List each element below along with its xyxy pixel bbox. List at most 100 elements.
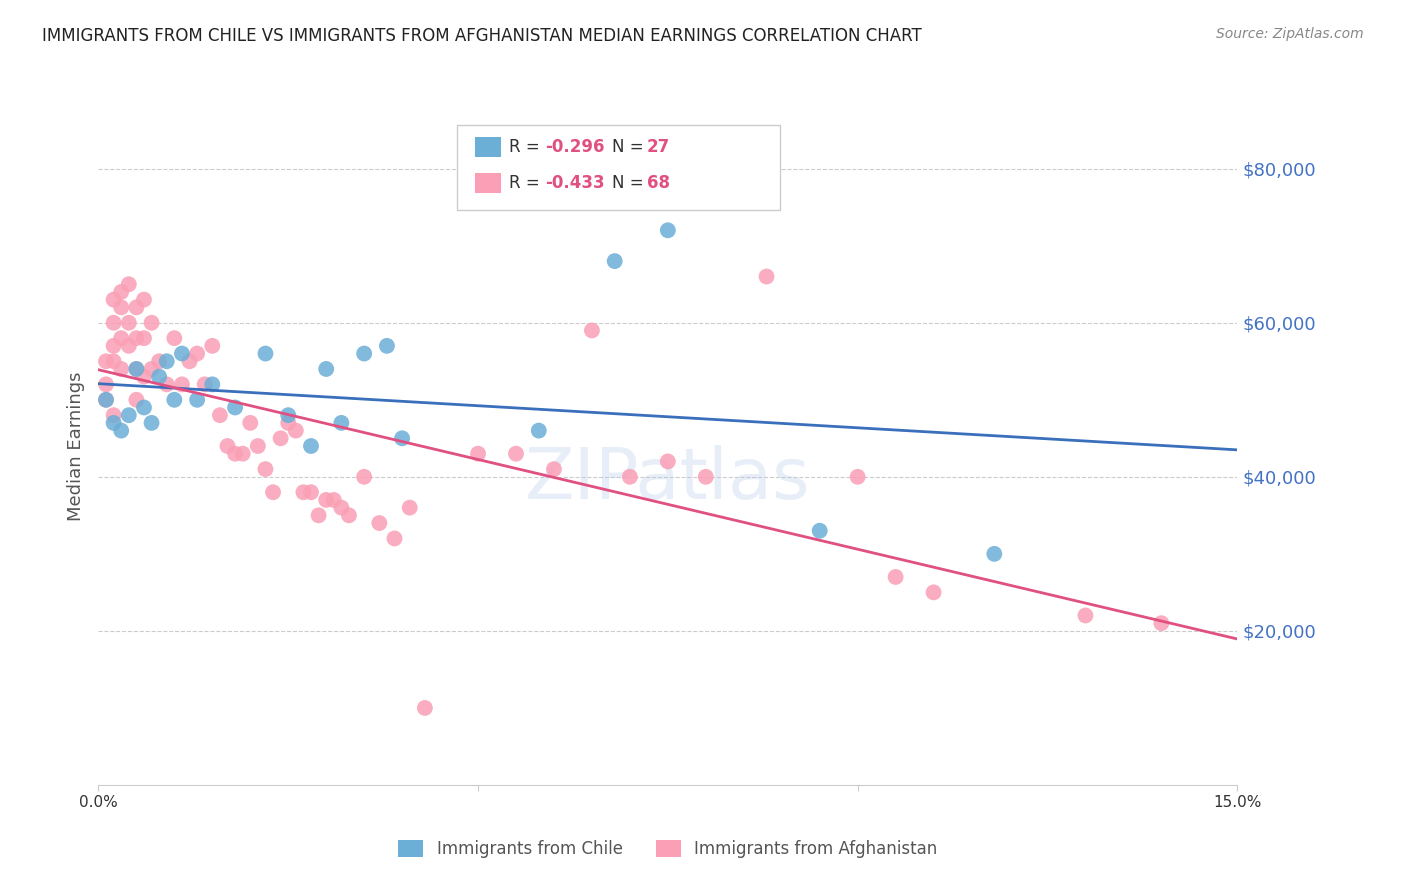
Point <box>201 339 224 353</box>
Point <box>208 408 231 422</box>
Point <box>505 447 527 461</box>
Point <box>254 462 277 476</box>
Text: -0.433: -0.433 <box>546 174 605 192</box>
Point <box>808 524 831 538</box>
Point <box>179 354 201 368</box>
Point <box>224 401 246 415</box>
Point <box>299 485 322 500</box>
Point <box>132 331 155 345</box>
Point <box>132 401 155 415</box>
Point <box>103 293 125 307</box>
Point <box>884 570 907 584</box>
Text: R =: R = <box>509 174 546 192</box>
Point <box>125 301 148 315</box>
Point <box>118 316 141 330</box>
Point <box>186 392 208 407</box>
Point <box>846 470 869 484</box>
Point <box>103 416 125 430</box>
Point <box>277 408 299 422</box>
Text: R =: R = <box>509 138 546 156</box>
Point <box>94 392 117 407</box>
Point <box>148 354 170 368</box>
Point <box>353 346 375 360</box>
Point <box>141 416 163 430</box>
Point <box>125 392 148 407</box>
Point <box>467 447 489 461</box>
Point <box>125 362 148 376</box>
Point <box>413 701 436 715</box>
Point <box>755 269 778 284</box>
Point <box>110 301 132 315</box>
Point <box>194 377 217 392</box>
Point <box>527 424 550 438</box>
Y-axis label: Median Earnings: Median Earnings <box>66 371 84 521</box>
Point <box>337 508 360 523</box>
Point <box>125 331 148 345</box>
Point <box>239 416 262 430</box>
Point <box>141 316 163 330</box>
Point <box>132 293 155 307</box>
Point <box>118 339 141 353</box>
Text: 68: 68 <box>647 174 669 192</box>
Point <box>657 223 679 237</box>
Point <box>224 447 246 461</box>
Point <box>375 339 398 353</box>
Point <box>315 362 337 376</box>
Point <box>170 346 193 360</box>
Point <box>163 392 186 407</box>
Point <box>270 431 292 445</box>
Point <box>398 500 420 515</box>
Point <box>201 377 224 392</box>
Point <box>330 416 353 430</box>
Point <box>103 354 125 368</box>
Point <box>125 362 148 376</box>
Point <box>619 470 641 484</box>
Point <box>1074 608 1097 623</box>
Point <box>246 439 269 453</box>
Point <box>94 377 117 392</box>
Point <box>163 331 186 345</box>
Point <box>1150 616 1173 631</box>
Text: N =: N = <box>612 138 648 156</box>
Point <box>695 470 717 484</box>
Point <box>103 339 125 353</box>
Text: Source: ZipAtlas.com: Source: ZipAtlas.com <box>1216 27 1364 41</box>
Point <box>110 285 132 299</box>
Point <box>657 454 679 468</box>
Point <box>983 547 1005 561</box>
Point <box>581 323 603 337</box>
Point <box>141 362 163 376</box>
Point <box>391 431 413 445</box>
Point <box>232 447 254 461</box>
Point <box>110 362 132 376</box>
Point <box>262 485 284 500</box>
Legend: Immigrants from Chile, Immigrants from Afghanistan: Immigrants from Chile, Immigrants from A… <box>391 833 945 864</box>
Point <box>322 492 344 507</box>
Point <box>922 585 945 599</box>
Point <box>543 462 565 476</box>
Point <box>299 439 322 453</box>
Point <box>603 254 626 268</box>
Point <box>384 532 406 546</box>
Text: -0.296: -0.296 <box>546 138 605 156</box>
Point <box>132 369 155 384</box>
Point <box>170 377 193 392</box>
Point <box>353 470 375 484</box>
Point <box>156 377 179 392</box>
Point <box>308 508 330 523</box>
Point <box>103 408 125 422</box>
Point <box>254 346 277 360</box>
Point <box>148 369 170 384</box>
Point <box>110 331 132 345</box>
Point <box>330 500 353 515</box>
Point <box>217 439 239 453</box>
Point <box>186 346 208 360</box>
Text: 27: 27 <box>647 138 671 156</box>
Point <box>94 392 117 407</box>
Point <box>118 408 141 422</box>
Point <box>110 424 132 438</box>
Point <box>94 354 117 368</box>
Point <box>315 492 337 507</box>
Text: N =: N = <box>612 174 648 192</box>
Text: ZIPatlas: ZIPatlas <box>524 445 811 515</box>
